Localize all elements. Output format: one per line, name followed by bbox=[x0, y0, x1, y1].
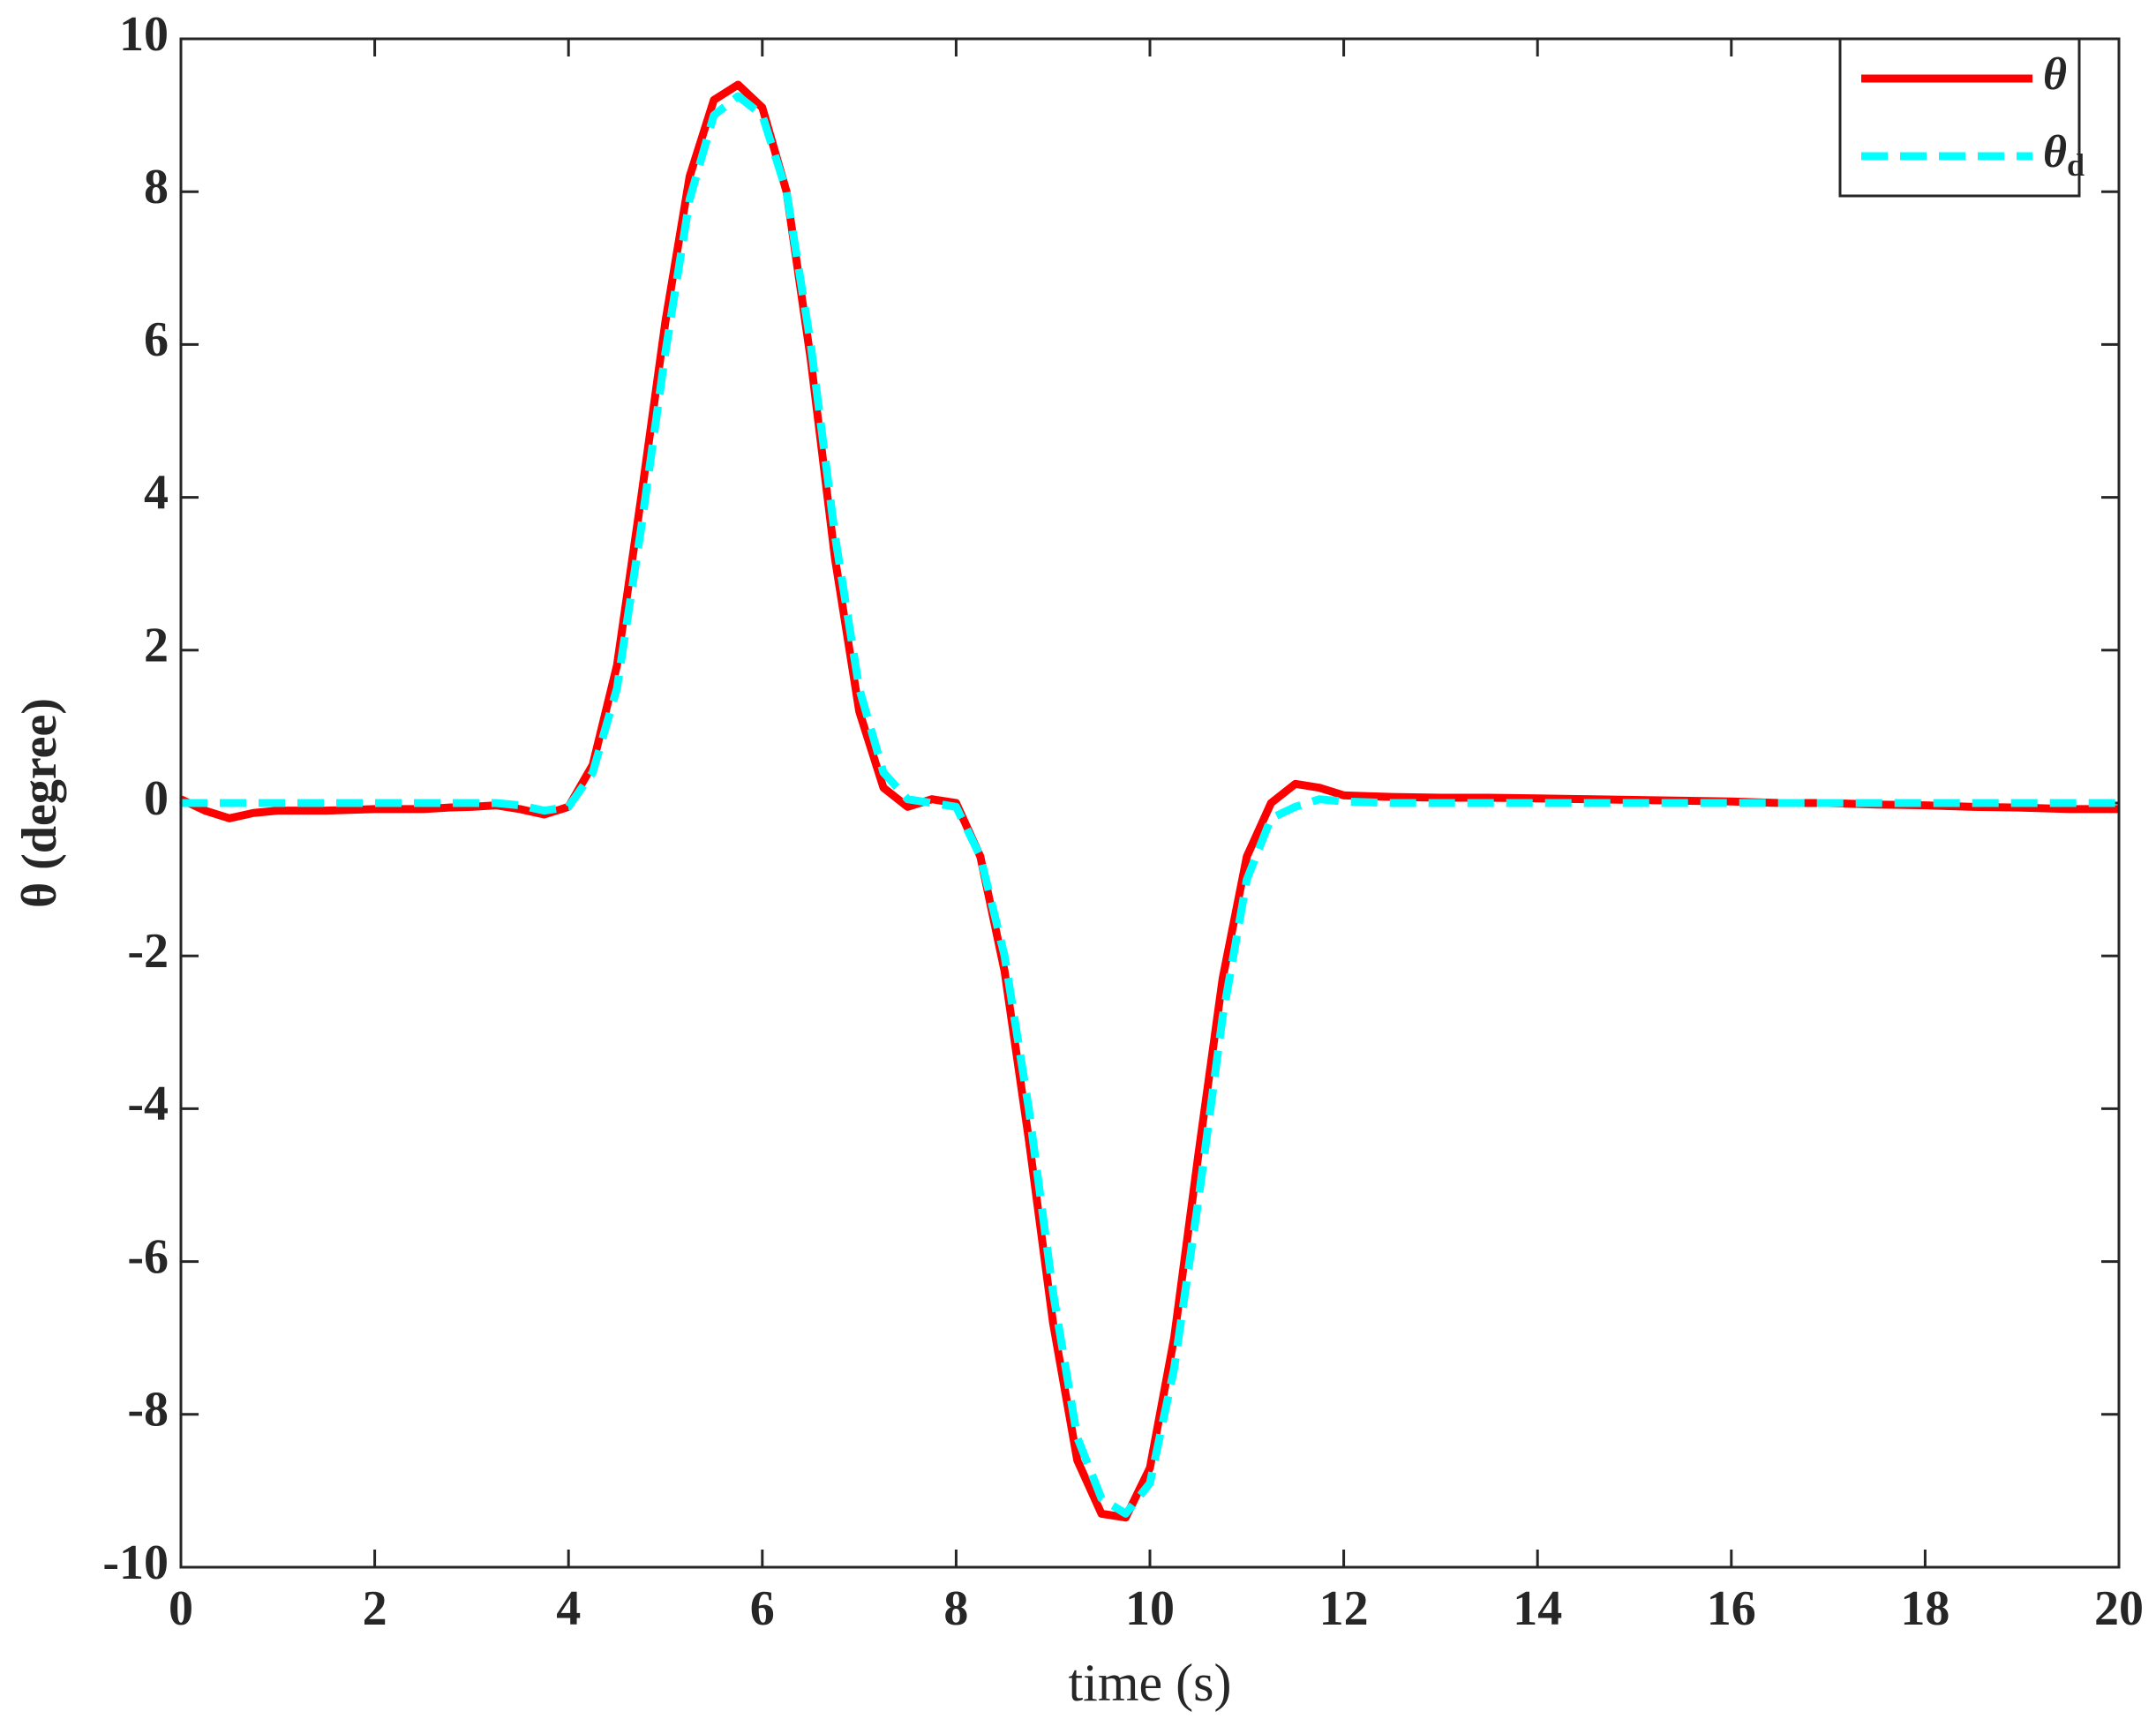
plot-frame bbox=[179, 37, 2121, 1569]
x-tick-label: 2 bbox=[363, 1581, 387, 1636]
y-tick-label: 2 bbox=[144, 619, 169, 673]
x-tick-label: 0 bbox=[169, 1581, 193, 1636]
y-axis-label: θ (degree) bbox=[12, 698, 67, 908]
y-tick-label: 6 bbox=[144, 312, 169, 367]
y-tick-label: -2 bbox=[127, 924, 169, 979]
x-tick-label: 14 bbox=[1513, 1581, 1562, 1636]
x-tick-label: 10 bbox=[1125, 1581, 1175, 1636]
x-tick-label: 12 bbox=[1319, 1581, 1369, 1636]
x-tick-label: 20 bbox=[2094, 1581, 2144, 1636]
series-line bbox=[181, 92, 2119, 1518]
x-tick-label: 8 bbox=[943, 1581, 968, 1636]
y-tick-label: 10 bbox=[119, 7, 169, 62]
y-tick-label: 4 bbox=[144, 465, 169, 520]
x-axis-label: time (s) bbox=[1069, 1654, 1232, 1712]
x-tick-label: 4 bbox=[556, 1581, 581, 1636]
legend-label: θd bbox=[2043, 127, 2085, 183]
legend-symbol: θ bbox=[2043, 127, 2067, 177]
x-tick-label: 6 bbox=[750, 1581, 775, 1636]
y-tick-label: -6 bbox=[127, 1229, 169, 1284]
y-tick-label: 8 bbox=[144, 160, 169, 214]
legend-subscript: d bbox=[2067, 147, 2085, 183]
legend-box bbox=[1838, 37, 2081, 198]
y-tick-label: -4 bbox=[127, 1077, 169, 1131]
y-tick-label: -10 bbox=[102, 1535, 169, 1590]
x-tick-label: 16 bbox=[1707, 1581, 1756, 1636]
y-tick-label: 0 bbox=[144, 771, 169, 826]
x-tick-label: 18 bbox=[1900, 1581, 1949, 1636]
legend-label: θ bbox=[2043, 49, 2067, 100]
y-tick-label: -8 bbox=[127, 1383, 169, 1437]
